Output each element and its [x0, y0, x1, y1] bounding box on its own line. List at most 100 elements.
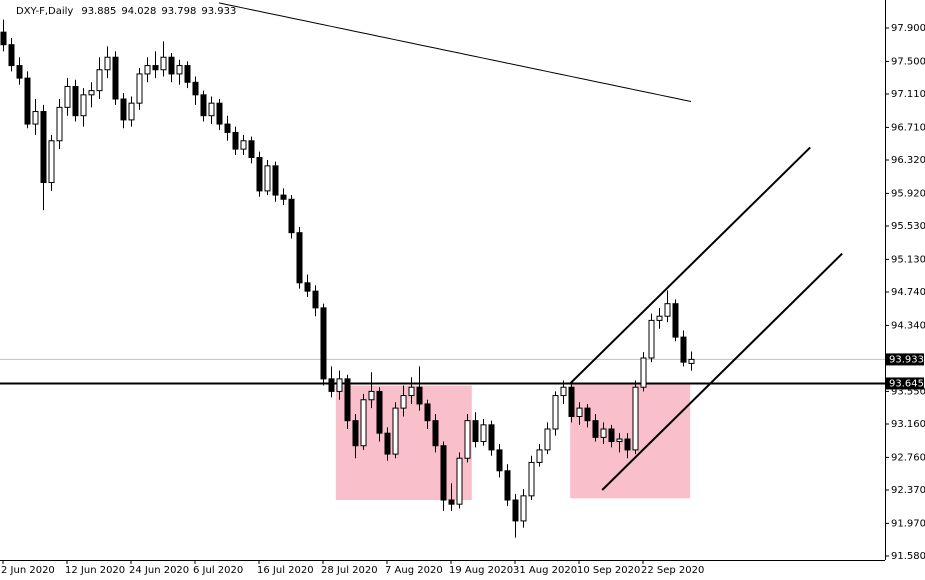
candle-body [320, 307, 327, 380]
y-tick-label: 94.740 [891, 287, 925, 298]
x-tick-label: 22 Sep 2020 [641, 565, 704, 576]
candle-body [624, 438, 631, 451]
x-tick-label: 28 Jul 2020 [321, 565, 378, 576]
x-tick-label: 2 Jun 2020 [1, 565, 55, 576]
candle-body [368, 390, 375, 401]
candle-body [640, 357, 647, 388]
x-tick-label: 31 Aug 2020 [513, 565, 577, 576]
x-tick-label: 7 Aug 2020 [385, 565, 443, 576]
candle-body [312, 290, 319, 309]
candle-body [448, 499, 455, 505]
plot-area [0, 2, 885, 538]
candle-body [432, 420, 439, 447]
candle-body [400, 395, 407, 409]
candle-body [296, 232, 303, 284]
candle-body [96, 69, 103, 92]
candle-body [560, 386, 567, 397]
candle-body [344, 378, 351, 422]
candle-body [568, 386, 575, 417]
header-value: 94.028 [121, 6, 156, 17]
candle-body [240, 140, 247, 150]
candle-body [80, 94, 87, 117]
candle-body [224, 123, 231, 133]
candle-body [552, 395, 559, 430]
candle-body [440, 445, 447, 501]
candle-body [416, 386, 423, 405]
candle-body [248, 140, 255, 158]
candle-body [584, 407, 591, 422]
candle-body [496, 449, 503, 472]
trend-line [569, 146, 811, 385]
y-tick-label: 92.370 [891, 485, 925, 496]
candle-body [328, 378, 335, 392]
candle-body [688, 358, 695, 364]
candle-body [120, 98, 127, 121]
candle-body [472, 420, 479, 443]
y-tick-label: 95.920 [891, 188, 925, 199]
candle-body [672, 303, 679, 338]
candle-body [168, 56, 175, 75]
header: DXY-F,Daily 93.885 94.028 93.798 93.933 [16, 6, 236, 17]
candle-body [608, 428, 615, 443]
y-tick-label: 91.580 [891, 551, 925, 562]
y-tick-label: 97.110 [891, 89, 925, 100]
candle-body [32, 111, 39, 125]
candle-body [264, 165, 271, 192]
symbol: DXY-F,Daily [16, 6, 73, 17]
candle-body [56, 106, 63, 142]
candle-body [464, 420, 471, 459]
y-tick-label: 92.760 [891, 452, 925, 463]
x-tick-label: 10 Sep 2020 [577, 565, 640, 576]
candle-body [648, 319, 655, 359]
candle-body [664, 303, 671, 317]
candle-body [456, 457, 463, 505]
candle-body [256, 156, 263, 192]
y-tick-label: 93.550 [891, 386, 925, 397]
candle-body [64, 85, 71, 108]
candle-body [144, 65, 151, 75]
candle-body [424, 403, 431, 422]
x-tick-label: 6 Jul 2020 [193, 565, 243, 576]
candle-body [680, 336, 687, 363]
x-tick-label: 12 Jun 2020 [65, 565, 125, 576]
price-label-box [886, 353, 924, 366]
candle-body [0, 31, 7, 46]
y-tick-label: 97.500 [891, 56, 925, 67]
price-label: 93.933 [889, 354, 924, 365]
candle-body [88, 90, 95, 96]
x-tick-label: 19 Aug 2020 [449, 565, 513, 576]
y-tick-label: 91.970 [891, 518, 925, 529]
candle-body [152, 65, 159, 71]
header-value: 93.798 [161, 6, 196, 17]
y-tick-label: 96.320 [891, 155, 925, 166]
candle-body [216, 102, 223, 125]
candle-body [488, 424, 495, 451]
moving-average [218, 2, 692, 102]
trend-line [601, 252, 843, 491]
x-tick-label: 24 Jun 2020 [129, 565, 189, 576]
y-tick-label: 94.340 [891, 320, 925, 331]
candle-body [544, 428, 551, 451]
candle-body [160, 56, 167, 71]
candle-body [352, 420, 359, 447]
candle-body [24, 77, 31, 125]
candle-body [112, 56, 119, 100]
candle-body [48, 140, 55, 184]
x-tick-label: 16 Jul 2020 [257, 565, 314, 576]
y-tick-label: 93.160 [891, 419, 925, 430]
candle-body [136, 73, 143, 104]
candle-body [304, 282, 311, 292]
candle-body [16, 65, 23, 79]
candle-body [512, 499, 519, 522]
candle-body [592, 420, 599, 438]
candle-body [272, 165, 279, 196]
y-tick-label: 96.710 [891, 122, 925, 133]
candle-body [616, 438, 623, 443]
candle-body [384, 432, 391, 455]
candle-body [192, 81, 199, 96]
candle-body [576, 407, 583, 417]
candle-body [280, 194, 287, 200]
candle-body [536, 449, 543, 463]
